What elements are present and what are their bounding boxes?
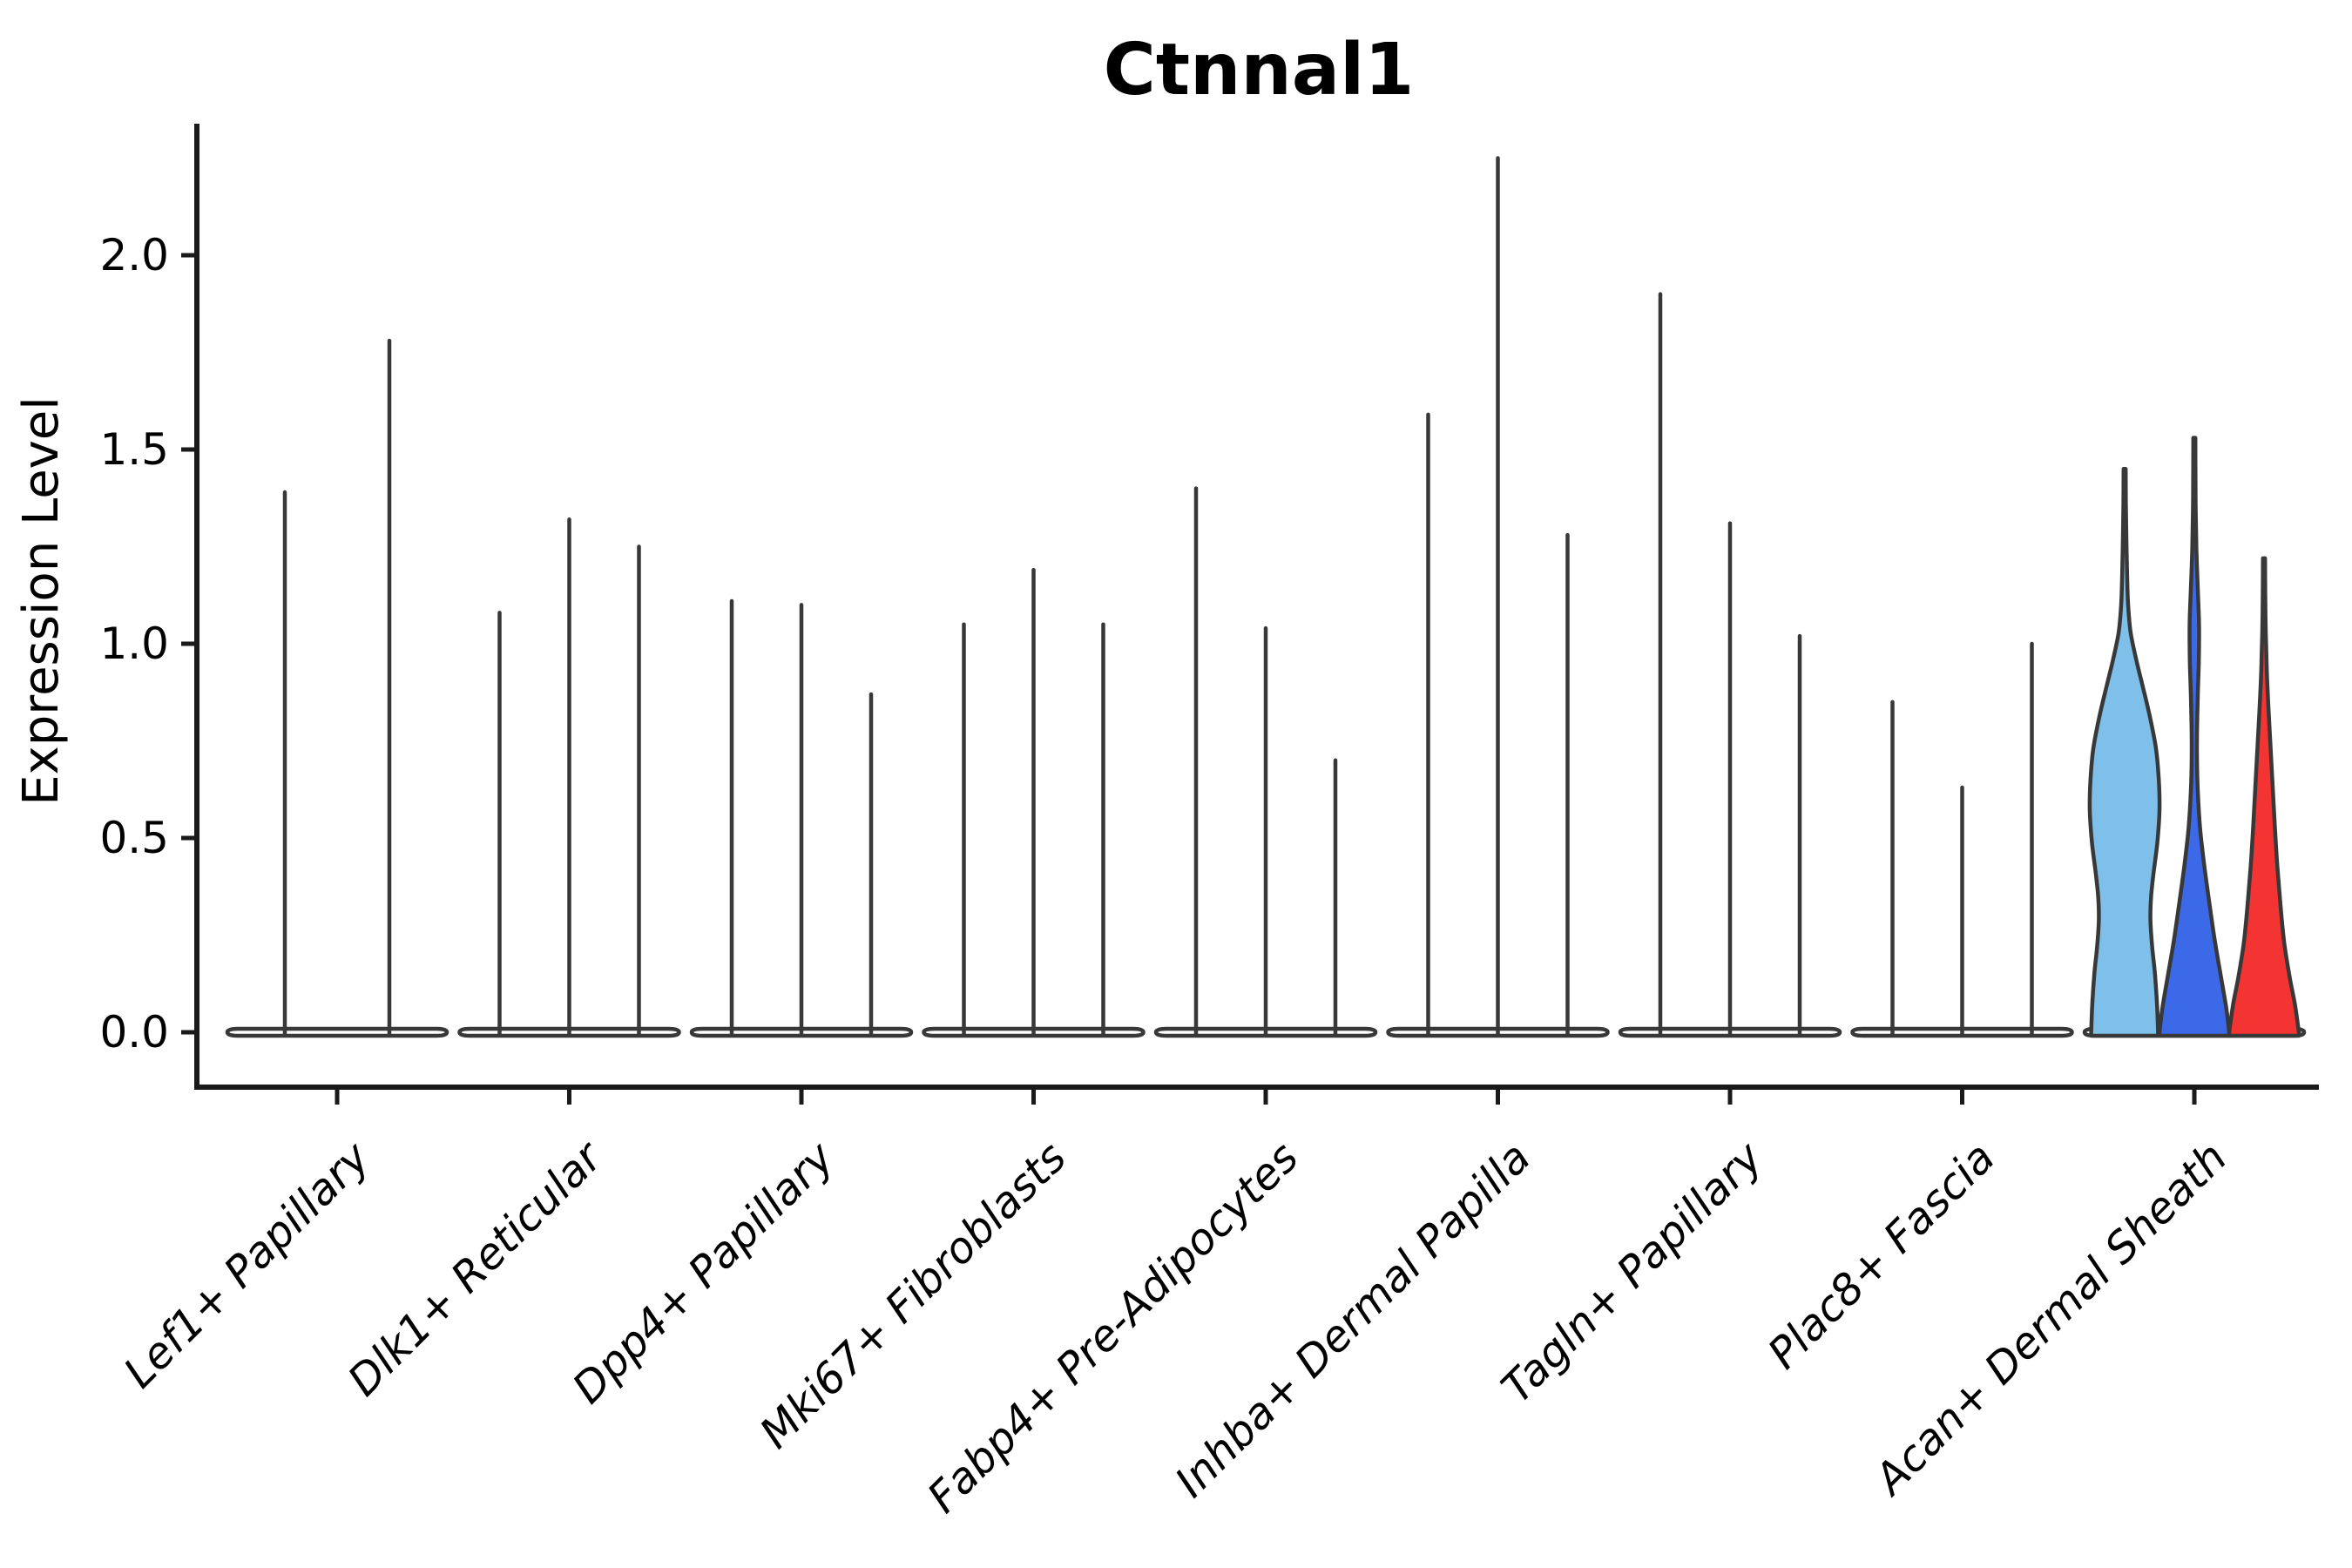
violin-base bbox=[225, 1026, 449, 1038]
x-tick-label: Dlk1+ Reticular bbox=[338, 1131, 612, 1405]
violin-body bbox=[2087, 467, 2162, 1038]
violin-body bbox=[2157, 436, 2232, 1038]
x-tick-label: Fabp4+ Pre-Adipocytes bbox=[918, 1132, 1308, 1523]
y-tick-label: 1.0 bbox=[99, 618, 169, 669]
x-tick-label: Lef1+ Papillary bbox=[114, 1132, 380, 1397]
y-tick-label: 2.0 bbox=[99, 230, 169, 280]
x-tick-label: Tagln+ Papillary bbox=[1492, 1132, 1773, 1412]
y-axis-label: Expression Level bbox=[13, 396, 70, 806]
violin-body bbox=[2227, 556, 2301, 1038]
chart-title: Ctnnal1 bbox=[1104, 29, 1415, 112]
y-tick-label: 1.5 bbox=[99, 424, 169, 475]
x-tick-label: Plac8+ Fascia bbox=[1759, 1132, 2004, 1378]
y-tick-label: 0.0 bbox=[99, 1007, 169, 1058]
y-tick-label: 0.5 bbox=[99, 813, 169, 863]
